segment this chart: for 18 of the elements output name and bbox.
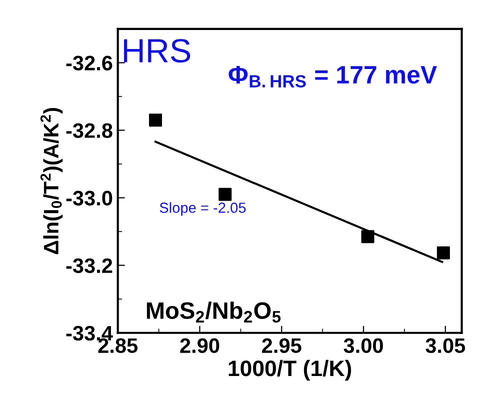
x-tick-label: 2.95 (262, 338, 302, 354)
y-tick-label: -33.0 (66, 190, 112, 206)
x-tick-label: 2.90 (180, 338, 220, 354)
point (361, 230, 374, 244)
annotation: HRS (124, 38, 190, 63)
y-axis-title: Δln(I$_{0}$/T$^{2}$)(A/K$^{2}$) (40, 108, 63, 254)
point (218, 188, 232, 201)
x-tick-label: 3.05 (426, 338, 466, 354)
point (149, 114, 162, 127)
y-tick-label: -32.8 (66, 123, 112, 138)
x-tick-label: 3.00 (344, 338, 383, 354)
annotation: Slope = -2.05 (160, 202, 246, 216)
x-axis-title: 1000/T (1/K) (228, 360, 352, 381)
annotation: Φ$_{B.HRS}$ = 177 meV (228, 66, 437, 88)
point (436, 246, 450, 260)
y-tick-label: -33.2 (66, 258, 112, 274)
annotation: MoS$_{2}$/Nb$_{2}$O$_{5}$ (146, 302, 281, 323)
y-tick-label: -32.6 (66, 56, 112, 70)
